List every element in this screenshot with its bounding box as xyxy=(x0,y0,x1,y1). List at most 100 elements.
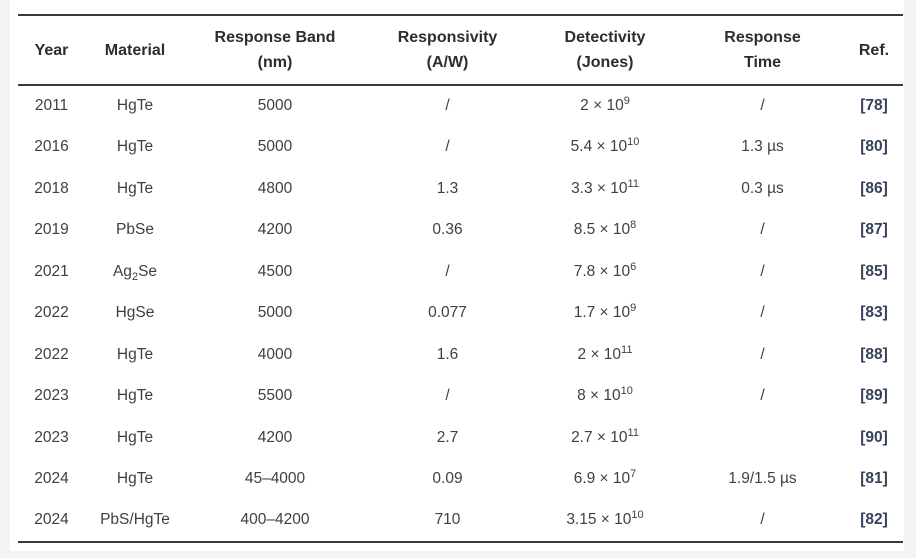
response-band-cell: 4200 xyxy=(257,221,293,239)
response-time-cell: / xyxy=(760,262,765,280)
header-line: Responsivity xyxy=(397,29,498,46)
material-subscript: 2 xyxy=(131,270,139,283)
year-cell: 2022 xyxy=(34,304,69,322)
header-line: Material xyxy=(104,41,166,59)
detectivity-mantissa: 2.7 × 10 xyxy=(571,428,628,446)
material-text: HgTe xyxy=(116,345,154,363)
detectivity-mantissa: 7.8 × 10 xyxy=(573,262,631,280)
ref-cell: [81] xyxy=(845,459,903,501)
material-text: HgTe xyxy=(116,387,154,405)
material-cell: HgTe xyxy=(85,127,185,169)
detectivity-exponent: 10 xyxy=(631,509,644,522)
ref-link[interactable]: [81] xyxy=(860,470,888,488)
detectivity-exponent: 11 xyxy=(627,177,639,190)
material-cell: HgTe xyxy=(85,459,185,501)
material-text: HgTe xyxy=(116,138,154,156)
header-row: Year Material Response Band (nm) Respons… xyxy=(18,15,903,86)
ref-link[interactable]: [89] xyxy=(860,387,888,405)
ref-link[interactable]: [87] xyxy=(860,221,888,239)
table-row: 2019 PbSe 4200 0.36 8.5 × 108 / [87] xyxy=(18,210,903,252)
ref-link[interactable]: [80] xyxy=(860,138,888,156)
detectivity-mantissa: 3.15 × 10 xyxy=(566,511,632,529)
response-band-cell: 5500 xyxy=(257,387,293,405)
responsivity-cell: / xyxy=(445,262,450,280)
material-cell: HgTe xyxy=(85,168,185,210)
material-text: Ag xyxy=(112,262,132,280)
response-time-cell: 0.3 µs xyxy=(741,179,784,197)
material-cell: HgTe xyxy=(85,85,185,127)
ref-cell: [85] xyxy=(845,251,903,293)
detectivity-mantissa: 2 × 10 xyxy=(577,345,622,363)
ref-link[interactable]: [83] xyxy=(860,304,888,322)
ref-link[interactable]: [90] xyxy=(860,428,888,446)
header-line: Year xyxy=(34,41,69,59)
year-cell: 2023 xyxy=(34,428,69,446)
ref-link[interactable]: [82] xyxy=(860,511,888,529)
material-cell: HgTe xyxy=(85,376,185,418)
responsivity-cell: 0.09 xyxy=(432,470,463,488)
response-band-cell: 5000 xyxy=(257,304,293,322)
table-body: 2011 HgTe 5000/2 × 109/[78] 2016 HgTe 5000/5.… xyxy=(18,85,903,542)
table-header: Year Material Response Band (nm) Respons… xyxy=(18,15,903,86)
response-time-cell: 1.3 µs xyxy=(741,138,784,156)
responsivity-cell: / xyxy=(445,138,450,156)
detectivity-mantissa: 5.4 × 10 xyxy=(570,138,628,156)
response-time-cell: / xyxy=(760,511,765,529)
detectivity-cell: 3.3 × 1011 xyxy=(530,168,680,210)
response-time-cell: / xyxy=(760,221,765,239)
detectivity-cell: 7.8 × 106 xyxy=(530,251,680,293)
material-cell: HgSe xyxy=(85,293,185,335)
column-header-response-band: Response Band (nm) xyxy=(185,15,365,86)
responsivity-cell: / xyxy=(445,387,450,405)
year-cell: 2019 xyxy=(34,221,69,239)
ref-link[interactable]: [86] xyxy=(860,179,888,197)
material-text: PbSe xyxy=(116,221,154,239)
detectivity-exponent: 9 xyxy=(630,302,637,315)
material-text: HgSe xyxy=(115,304,155,322)
material-text: HgTe xyxy=(116,97,154,115)
responsivity-cell: 2.7 xyxy=(436,428,459,446)
material-text: PbS/HgTe xyxy=(100,511,170,529)
responsivity-cell: 0.077 xyxy=(428,304,467,322)
table-row: 2016 HgTe 5000 / 5.4 × 1010 1.3 µs [80] xyxy=(18,127,903,169)
responsivity-cell: 1.6 xyxy=(436,345,459,363)
responsivity-cell: 1.3 xyxy=(436,179,459,197)
ref-link[interactable]: [88] xyxy=(860,345,888,363)
ref-cell: [78] xyxy=(845,85,903,127)
responsivity-cell: 710 xyxy=(434,511,461,529)
column-header-response-time: Response Time xyxy=(680,15,845,86)
material-cell: HgTe xyxy=(85,417,185,459)
response-time-cell: / xyxy=(760,304,765,322)
response-band-cell: 5000 xyxy=(257,138,293,156)
header-line: Response xyxy=(724,29,801,46)
table-row: 2023 HgTe 5500 / 8 × 1010 / [89] xyxy=(18,376,903,418)
detectivity-mantissa: 3.3 × 10 xyxy=(571,179,628,197)
response-time-cell xyxy=(680,417,845,459)
table-row: 2023 HgTe 4200 2.7 2.7 × 1011 [90] xyxy=(18,417,903,459)
column-header-year: Year xyxy=(18,15,85,86)
detectivity-exponent: 6 xyxy=(630,260,637,273)
detectivity-exponent: 10 xyxy=(620,385,633,398)
material-text: HgTe xyxy=(116,470,154,488)
ref-link[interactable]: [78] xyxy=(860,97,888,115)
ref-cell: [88] xyxy=(845,334,903,376)
response-time-cell: 1.9/1.5 µs xyxy=(728,470,797,488)
table-row: 2021 Ag2Se 4500 / 7.8 × 106 / [85] xyxy=(18,251,903,293)
response-time-cell: / xyxy=(760,97,765,115)
material-cell: HgTe xyxy=(85,334,185,376)
response-band-cell: 4500 xyxy=(257,262,293,280)
year-cell: 2016 xyxy=(34,138,69,156)
column-header-detectivity: Detectivity (Jones) xyxy=(530,15,680,86)
ref-cell: [83] xyxy=(845,293,903,335)
ref-link[interactable]: [85] xyxy=(860,262,888,280)
detectivity-cell: 3.15 × 1010 xyxy=(530,500,680,542)
detectivity-mantissa: 6.9 × 10 xyxy=(573,470,631,488)
detectivity-cell: 8.5 × 108 xyxy=(530,210,680,252)
column-header-responsivity: Responsivity (A/W) xyxy=(365,15,530,86)
data-table: Year Material Response Band (nm) Respons… xyxy=(18,14,903,543)
material-cell: PbSe xyxy=(85,210,185,252)
material-text: Se xyxy=(138,262,158,280)
responsivity-cell: 0.36 xyxy=(432,221,463,239)
detectivity-exponent: 8 xyxy=(630,219,637,232)
